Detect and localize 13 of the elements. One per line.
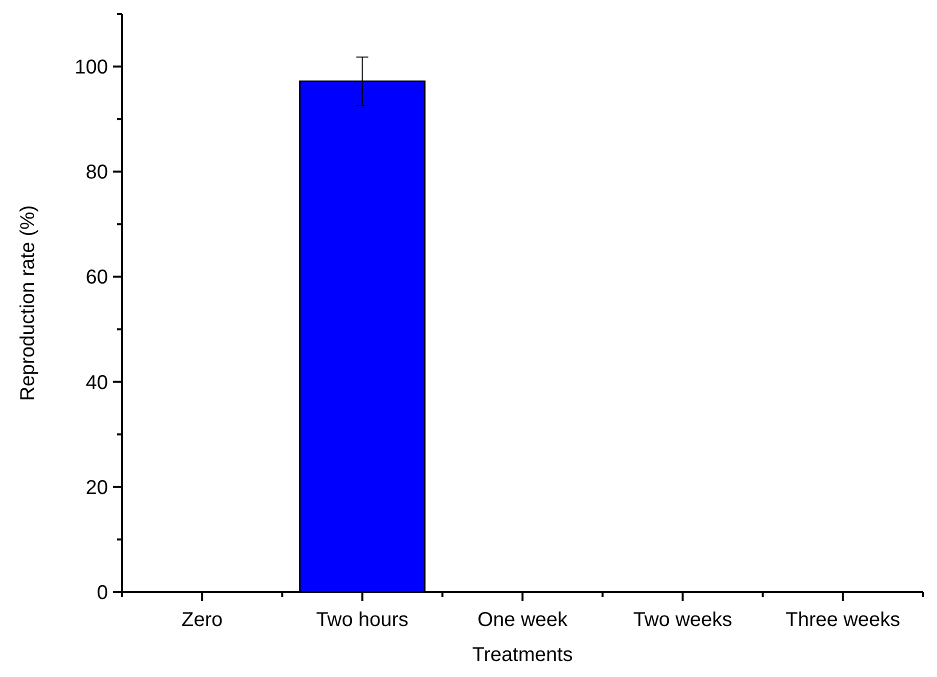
x-tick-label: Zero [182,609,223,631]
y-tick-label: 20 [86,476,108,499]
y-tick-label: 60 [86,266,108,289]
y-tick-label: 40 [86,372,108,394]
x-tick-label: Three weeks [786,609,900,631]
x-tick-label: One week [477,609,569,631]
y-tick-label: 80 [86,162,108,184]
y-tick-label: 100 [74,56,108,79]
y-tick-label: 0 [96,582,108,604]
y-axis-title: Reproduction rate (%) [17,205,39,401]
x-axis-title: Treatments [472,644,573,666]
x-tick-label: Two hours [316,609,408,631]
x-tick-label: Two weeks [633,609,732,631]
